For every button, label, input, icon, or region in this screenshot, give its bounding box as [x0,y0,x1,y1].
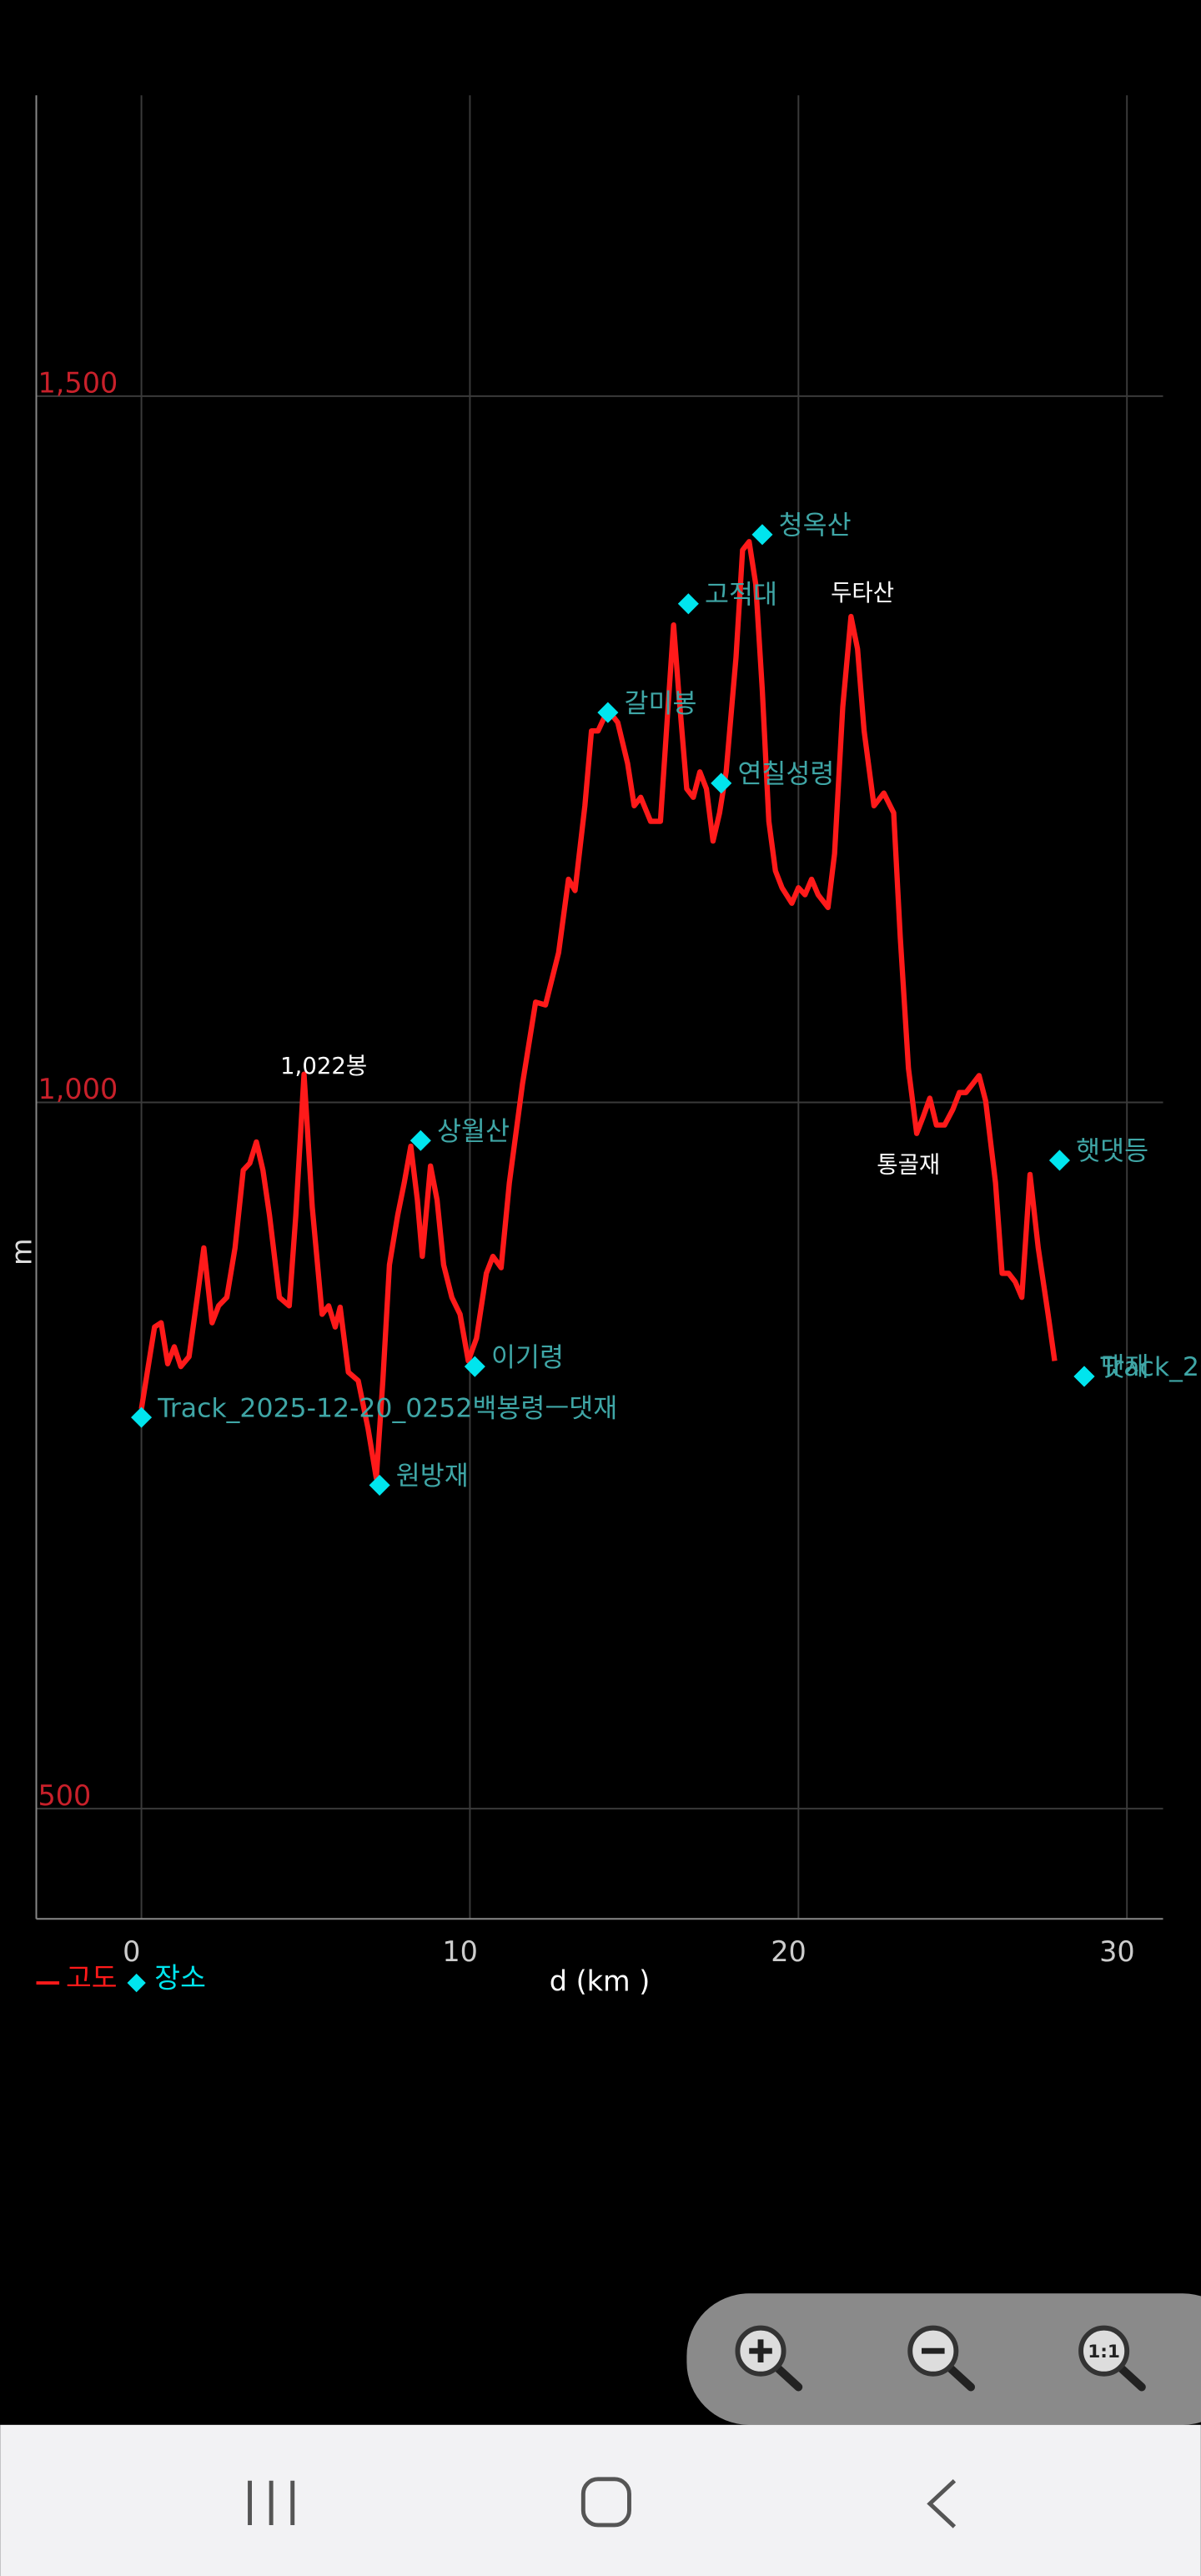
legend-label: 고도 [66,1962,118,1995]
waypoint-label: Track_2025-12-20_0252백봉령ㅡ댓재 [157,1393,617,1423]
plot: 0 10 20 30 500 1,000 1,500 Track_2025-12-20_025… [35,95,1201,1968]
x-tick-label: 30 [1099,1935,1135,1968]
x-tick-label: 10 [442,1935,478,1968]
elevation-line [138,539,1058,1482]
waypoint-label: 햇댓등 [1076,1136,1148,1166]
waypoint-label: 고적대 [705,580,777,610]
waypoint-label: 원방재 [396,1462,469,1492]
y-axis-label: m [5,1238,38,1265]
waypoint-label: 댓재 [1101,1352,1149,1382]
zoom-reset-button[interactable]: 1:1 [1078,2325,1146,2392]
x-tick-label: 0 [123,1935,140,1968]
waypoint-label: Track_2025-12-20_0252백봉령ㅡ댓재 [1100,1352,1201,1382]
waypoint-label: 이기령 [491,1342,564,1372]
waypoint-label: 상월산 [437,1116,510,1146]
zoom-in-button[interactable] [735,2325,803,2392]
back-button[interactable] [927,2478,957,2528]
legend: 고도 장소 [36,1962,206,1995]
y-tick-label: 500 [38,1779,91,1812]
navigation-bar [0,2424,1201,2576]
waypoint-marker [597,702,619,723]
waypoint-label: 연칠성령 [737,759,834,789]
waypoint-label: 갈미봉 [625,688,697,718]
annotation: 통골재 [877,1151,940,1179]
waypoint-label: 청옥산 [779,511,852,541]
annotation: 두타산 [831,579,894,606]
waypoint-marker [677,593,699,615]
zoom-out-button[interactable] [907,2325,976,2392]
nav-background [0,2424,1201,2576]
y-tick-label: 1,000 [38,1073,118,1105]
annotation: 1,022봉 [280,1052,367,1079]
legend-label: 장소 [154,1962,206,1995]
zoom-controls: 1:1 [686,2293,1201,2425]
home-button[interactable] [580,2477,631,2528]
y-tick-label: 1,500 [38,367,118,400]
zoom-reset-label: 1:1 [1088,2342,1120,2362]
recent-apps-button[interactable] [248,2480,295,2525]
x-tick-label: 20 [771,1935,807,1968]
x-axis-label: d (km ) [550,1965,651,1998]
